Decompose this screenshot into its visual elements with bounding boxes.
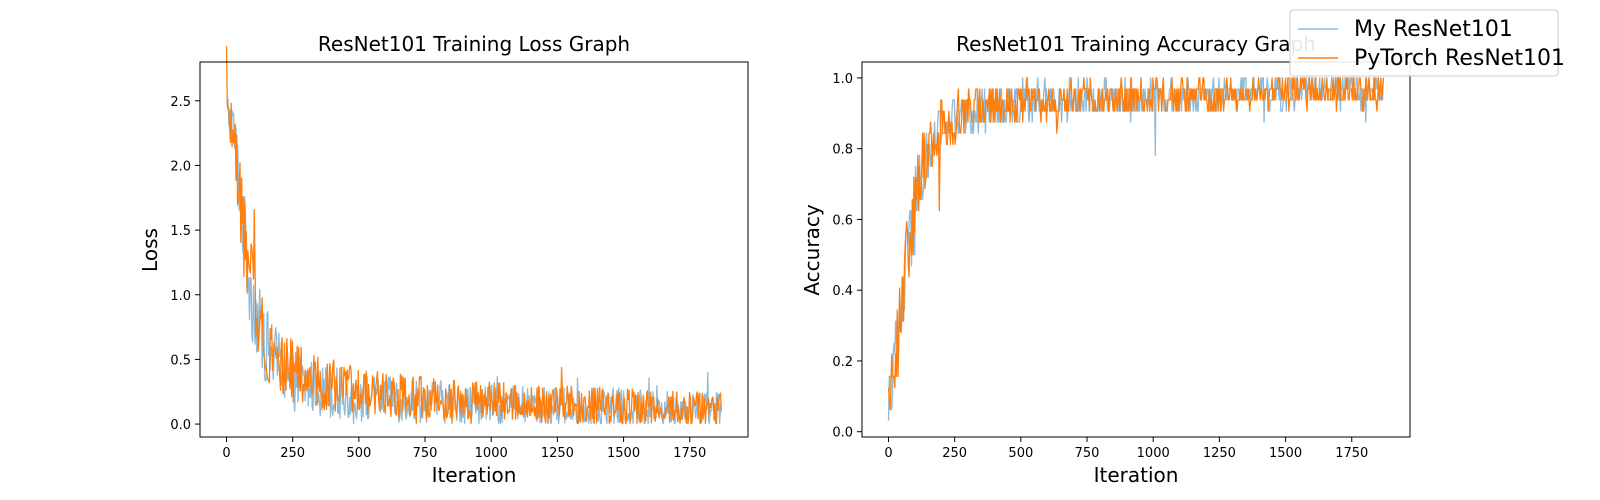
accuracy-y-ticks: 0.0 0.2 0.4 0.6 0.8 1.0 [832,72,862,441]
loss-axes-frame [199,61,749,438]
loss-y-tick-label: 2.0 [170,159,191,174]
legend-box [1289,9,1559,77]
loss-subplot: ResNet101 Training Loss Graph 0 250 500 750… [138,32,749,487]
loss-x-tick-label: 250 [280,446,305,461]
loss-y-tick-label: 0.5 [170,353,191,368]
accuracy-x-tick-label: 1250 [1203,446,1236,461]
accuracy-y-tick-label: 0.4 [832,284,853,299]
loss-y-tick-label: 1.0 [170,289,191,304]
accuracy-series-pytorch-resnet101-line [887,77,1384,411]
accuracy-x-tick-label: 0 [884,446,892,461]
accuracy-x-tick-label: 1750 [1335,446,1368,461]
loss-x-axis-label: Iteration [432,463,517,487]
loss-x-tick-label: 1750 [673,446,706,461]
accuracy-x-tick-label: 250 [942,446,967,461]
legend-label-my-resnet101: My ResNet101 [1354,17,1513,42]
accuracy-x-ticks: 0 250 500 750 1000 1250 1500 1750 [884,437,1368,461]
loss-y-ticks: 0.0 0.5 1.0 1.5 2.0 2.5 [170,95,200,433]
loss-series-group [225,45,722,425]
accuracy-y-tick-label: 0.2 [832,355,853,370]
loss-y-tick-label: 0.0 [170,418,191,433]
accuracy-y-axis-label: Accuracy [800,204,824,295]
accuracy-chart-title: ResNet101 Training Accuracy Graph [956,32,1316,56]
loss-y-axis-label: Loss [138,228,162,272]
loss-x-tick-label: 1250 [541,446,574,461]
legend: My ResNet101 PyTorch ResNet101 [1289,9,1565,77]
loss-x-tick-label: 1000 [475,446,508,461]
accuracy-x-tick-label: 500 [1008,446,1033,461]
loss-y-tick-label: 2.5 [170,95,191,110]
legend-label-pytorch-resnet101: PyTorch ResNet101 [1354,46,1565,71]
accuracy-y-tick-label: 0.8 [832,143,853,158]
loss-chart-title: ResNet101 Training Loss Graph [318,32,630,56]
accuracy-x-axis-label: Iteration [1094,463,1179,487]
loss-x-tick-label: 500 [346,446,371,461]
accuracy-series-group [887,77,1384,421]
accuracy-y-tick-label: 0.0 [832,426,853,441]
loss-x-ticks: 0 250 500 750 1000 1250 1500 1750 [222,437,706,461]
loss-x-tick-label: 750 [413,446,438,461]
accuracy-x-tick-label: 1000 [1137,446,1170,461]
loss-x-tick-label: 1500 [607,446,640,461]
accuracy-x-tick-label: 1500 [1269,446,1302,461]
loss-x-tick-label: 0 [222,446,230,461]
accuracy-y-tick-label: 1.0 [832,72,853,87]
accuracy-axes-frame [861,61,1411,438]
accuracy-subplot: ResNet101 Training Accuracy Graph 0 250 50… [800,32,1411,487]
loss-y-tick-label: 1.5 [170,224,191,239]
accuracy-series-my-resnet101-line [887,77,1384,421]
accuracy-y-tick-label: 0.6 [832,213,853,228]
loss-series-pytorch-resnet101-line [225,45,722,425]
accuracy-x-tick-label: 750 [1075,446,1100,461]
